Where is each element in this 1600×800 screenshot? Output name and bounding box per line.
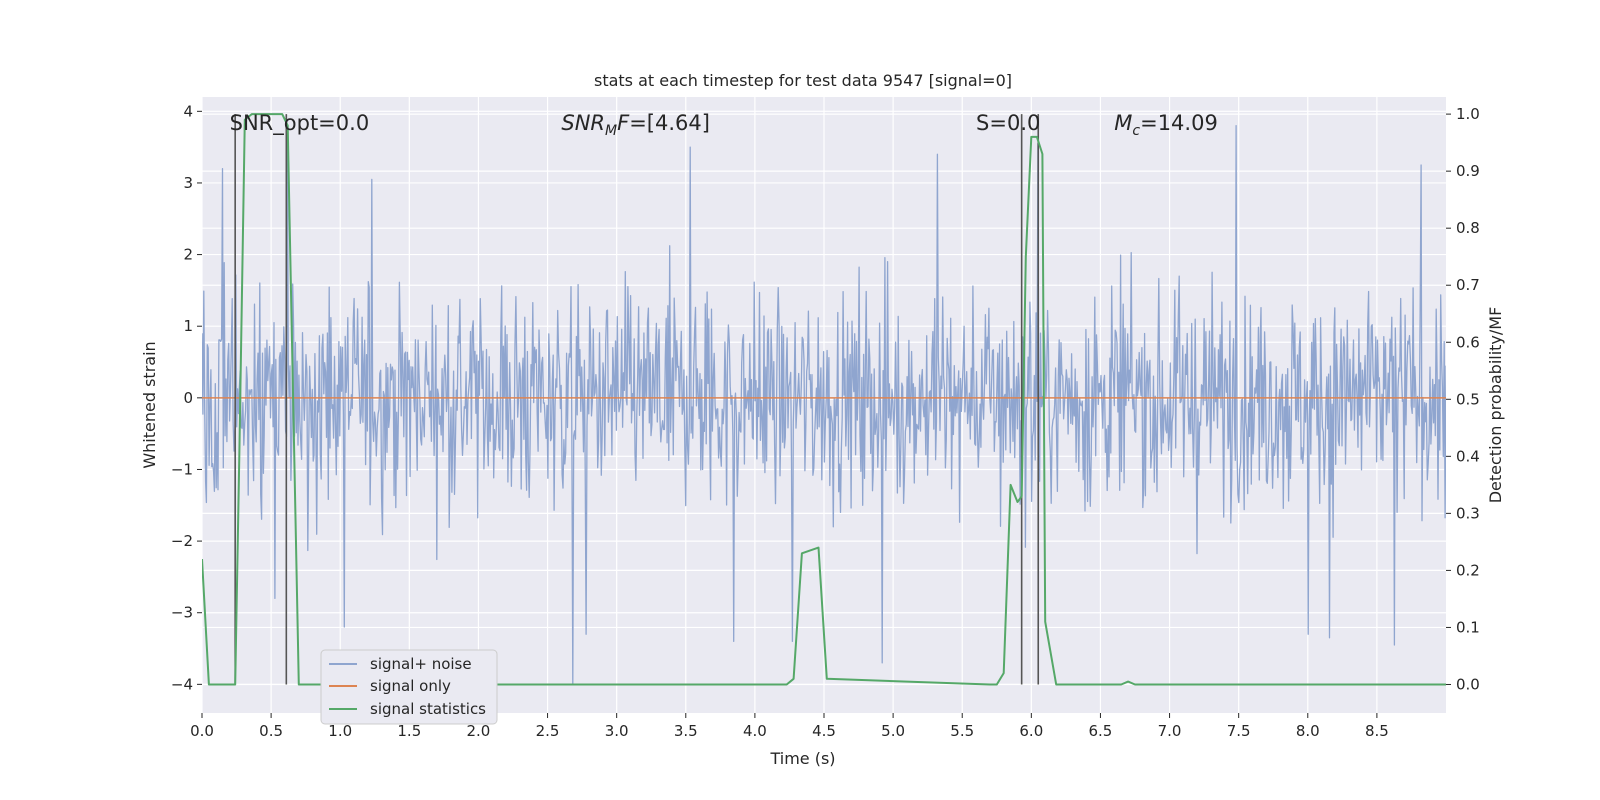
series-signal-noise (202, 125, 1446, 685)
y-right-tick-label: 1.0 (1456, 105, 1480, 123)
x-tick-label: 5.0 (881, 722, 905, 740)
y-left-tick-label: 2 (183, 246, 193, 264)
y-right-tick-label: 0.2 (1456, 561, 1480, 579)
annotation-3: Mc=14.09 (1114, 111, 1218, 139)
series-signal-statistics (202, 113, 1446, 686)
x-tick-label: 8.5 (1365, 722, 1389, 740)
y-right-tick-label: 0.1 (1456, 618, 1480, 636)
x-tick-label: 2.5 (536, 722, 560, 740)
x-tick-label: 3.0 (605, 722, 629, 740)
y-right-tick-label: 0.9 (1456, 162, 1480, 180)
x-tick-label: 1.0 (328, 722, 352, 740)
x-tick-label: 7.0 (1158, 722, 1182, 740)
signal-statistics-line (202, 113, 1446, 686)
x-tick-label: 7.5 (1227, 722, 1251, 740)
y-left-tick-label: −1 (171, 460, 193, 478)
x-tick-label: 1.5 (397, 722, 421, 740)
annotations: SNR_opt=0.0 SNRMF=[4.64] S=0.0 Mc=14.09 (230, 111, 1218, 139)
y-left-tick-label: −2 (171, 532, 193, 550)
x-axis-label: Time (s) (769, 749, 835, 768)
y-left-tick-label: −4 (171, 675, 193, 693)
x-tick-label: 3.5 (674, 722, 698, 740)
y-right-tick-label: 0.4 (1456, 447, 1480, 465)
legend: signal+ noise signal only signal statist… (320, 649, 498, 725)
x-tick-label: 0.5 (259, 722, 283, 740)
x-tick-label: 0.0 (190, 722, 214, 740)
x-tick-label: 6.5 (1089, 722, 1113, 740)
x-axis-ticks: 0.0 0.5 1.0 1.5 2.0 2.5 3.0 3.5 4.0 4.5 5.0 5.5 6.0 6… (190, 713, 1389, 740)
x-tick-label: 4.5 (812, 722, 836, 740)
y-left-tick-label: 0 (183, 389, 193, 407)
legend-box (320, 649, 498, 725)
y-right-tick-label: 0.8 (1456, 219, 1480, 237)
y-left-tick-label: −3 (171, 604, 193, 622)
x-tick-label: 4.0 (743, 722, 767, 740)
y-right-tick-label: 0.5 (1456, 390, 1480, 408)
noise-line (202, 125, 1446, 685)
annotation-2: S=0.0 (976, 111, 1040, 135)
y-right-axis-ticks: 1.0 0.9 0.8 0.7 0.6 0.5 0.4 0.3 0.2 0.1 0.0 (1446, 105, 1480, 693)
y-right-tick-label: 0.0 (1456, 675, 1480, 693)
x-tick-label: 2.0 (467, 722, 491, 740)
x-tick-label: 5.5 (950, 722, 974, 740)
x-tick-label: 8.0 (1296, 722, 1320, 740)
annotation-1: SNRMF=[4.64] (561, 111, 710, 139)
y-left-axis-ticks: 4 3 2 1 0 −1 −2 −3 −4 (171, 102, 202, 693)
legend-label-signal-statistics: signal statistics (370, 700, 486, 718)
annotation-0: SNR_opt=0.0 (230, 111, 370, 136)
y-left-tick-label: 3 (183, 174, 193, 192)
y-right-axis-label: Detection probability/MF (1486, 307, 1505, 504)
legend-label-signal-only: signal only (370, 677, 451, 695)
y-left-tick-label: 4 (183, 102, 193, 120)
chart-title: stats at each timestep for test data 954… (594, 71, 1012, 90)
y-left-axis-label: Whitened strain (140, 341, 159, 468)
y-right-tick-label: 0.3 (1456, 504, 1480, 522)
legend-label-signal-noise: signal+ noise (370, 655, 472, 673)
y-left-tick-label: 1 (183, 317, 193, 335)
x-tick-label: 6.0 (1019, 722, 1043, 740)
marker-lines (234, 114, 1040, 685)
y-right-tick-label: 0.6 (1456, 333, 1480, 351)
y-right-tick-label: 0.7 (1456, 276, 1480, 294)
